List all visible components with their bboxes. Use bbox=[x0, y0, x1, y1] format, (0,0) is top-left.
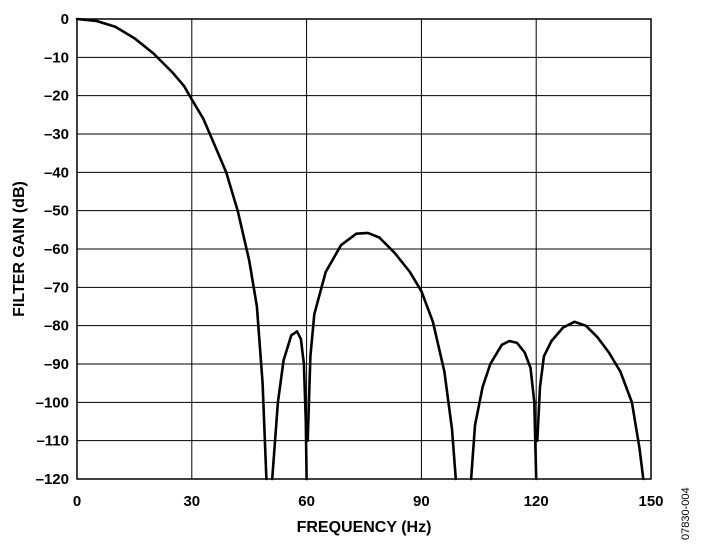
x-tick-label: 150 bbox=[638, 493, 663, 510]
figure-id: 07830-004 bbox=[680, 487, 692, 540]
y-tick-label: –30 bbox=[44, 126, 69, 143]
y-tick-label: –120 bbox=[36, 471, 69, 488]
filter-response-lobe bbox=[75, 17, 268, 481]
y-tick-label: –100 bbox=[36, 394, 69, 411]
y-axis-label: FILTER GAIN (dB) bbox=[11, 181, 28, 317]
y-tick-label: –90 bbox=[44, 356, 69, 373]
plot-area-frame bbox=[76, 18, 652, 480]
y-tick-label: –50 bbox=[44, 203, 69, 220]
y-tick-label: –80 bbox=[44, 318, 69, 335]
y-tick-label: –10 bbox=[44, 49, 69, 66]
y-tick-labels: 0 –10 –20 –30 –40 –50 –60 –70 –80 –90 –100 –110 –120 bbox=[36, 11, 69, 488]
y-tick-label: –20 bbox=[44, 88, 69, 105]
x-tick-labels: 0 30 60 90 120 150 bbox=[73, 493, 664, 510]
y-tick-label: –110 bbox=[36, 433, 69, 450]
y-tick-label: –70 bbox=[44, 279, 69, 296]
x-axis-label: FREQUENCY (Hz) bbox=[297, 519, 432, 536]
y-tick-label: –60 bbox=[44, 241, 69, 258]
y-tick-label: 0 bbox=[61, 11, 69, 28]
filter-response-lobe bbox=[270, 330, 308, 481]
x-tick-label: 60 bbox=[298, 493, 315, 510]
filter-response-lobe bbox=[536, 320, 645, 481]
x-tick-label: 30 bbox=[183, 493, 200, 510]
filter-response-lobe bbox=[306, 231, 458, 481]
x-tick-label: 120 bbox=[524, 493, 549, 510]
series-group bbox=[75, 17, 645, 481]
grid-lines bbox=[77, 19, 651, 479]
x-tick-label: 90 bbox=[413, 493, 430, 510]
filter-response-lobe bbox=[469, 339, 538, 481]
y-tick-label: –40 bbox=[44, 164, 69, 181]
x-tick-label: 0 bbox=[73, 493, 81, 510]
